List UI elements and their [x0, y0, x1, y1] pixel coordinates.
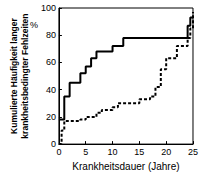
svg-text:100: 100: [41, 3, 56, 13]
svg-text:20: 20: [161, 147, 171, 157]
svg-text:Krankheitsdauer (Jahre): Krankheitsdauer (Jahre): [72, 161, 179, 172]
svg-text:60: 60: [46, 57, 56, 67]
svg-text:80: 80: [46, 30, 56, 40]
svg-text:krankheitsbedingter Fehlzeiten: krankheitsbedingter Fehlzeiten: [20, 13, 30, 138]
svg-text:0: 0: [51, 139, 56, 149]
svg-text:20: 20: [46, 112, 56, 122]
svg-text:25: 25: [188, 147, 198, 157]
svg-text:5: 5: [83, 147, 88, 157]
svg-text:Kumulierte Häufigkeit langer: Kumulierte Häufigkeit langer: [9, 18, 19, 134]
svg-text:40: 40: [46, 85, 56, 95]
svg-text:10: 10: [108, 147, 118, 157]
svg-text:%: %: [30, 20, 38, 30]
svg-text:15: 15: [134, 147, 144, 157]
svg-text:0: 0: [56, 147, 61, 157]
